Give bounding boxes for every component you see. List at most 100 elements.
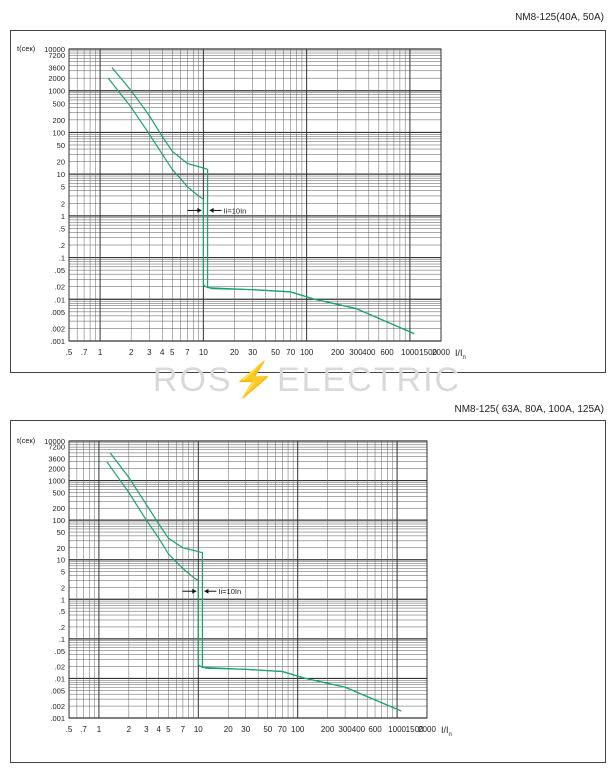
- y-tick-label: .001: [50, 714, 65, 723]
- instantaneous-trip-annotation: Ii=10In: [187, 206, 246, 215]
- annotation-label: Ii=10In: [224, 206, 247, 215]
- y-tick-label: 1: [61, 595, 65, 604]
- trip-curve-lower: [107, 77, 415, 335]
- x-tick-label: 2: [129, 348, 134, 357]
- chart-grid: [68, 440, 428, 719]
- y-tick-label: 20: [57, 544, 65, 553]
- chart-1-panel: 10000 7200 3600 2000 1000 500 200 100 50 20 10 5 2 1.…: [10, 30, 606, 373]
- x-tick-label: 5: [170, 348, 175, 357]
- x-tick-label: 1500: [419, 348, 437, 357]
- x-tick-label: 7: [185, 348, 190, 357]
- arrow-right-head: [197, 207, 202, 213]
- y-tick-label: 10: [57, 170, 65, 179]
- x-axis-label: I/In: [455, 348, 466, 361]
- instantaneous-trip-annotation: Ii=10In: [182, 587, 241, 596]
- y-tick-label: 500: [52, 488, 65, 497]
- x-tick-label: 5: [166, 725, 171, 734]
- y-tick-label: 100: [52, 128, 65, 137]
- x-tick-label: .5: [66, 725, 73, 734]
- chart-2-title: NM8-125( 63A, 80A, 100A, 125A): [454, 404, 604, 415]
- x-tick-label: 50: [263, 725, 272, 734]
- trip-curve-lower: [106, 461, 402, 712]
- x-tick-label: 7: [181, 725, 186, 734]
- y-tick-label: 3600: [48, 64, 65, 73]
- x-axis-label-sub: n: [463, 355, 466, 361]
- y-tick-label: .1: [59, 254, 65, 263]
- x-axis-label-sub: n: [449, 732, 452, 738]
- x-tick-label: 1000: [388, 725, 406, 734]
- x-tick-label: 300: [349, 348, 363, 357]
- x-tick-label: 4: [157, 725, 162, 734]
- x-tick-label: 100: [291, 725, 305, 734]
- x-tick-label: 1: [98, 348, 103, 357]
- chart-1-svg: 100007200360020001000500200100502010521.…: [17, 44, 466, 361]
- chart-1-title: NM8-125(40A, 50A): [515, 12, 604, 23]
- y-tick-label: .05: [55, 266, 65, 275]
- y-tick-label: .2: [59, 623, 65, 632]
- x-tick-label: 3: [144, 725, 149, 734]
- x-axis-label-main: I/I: [441, 725, 449, 735]
- plot-frame: [68, 48, 442, 342]
- x-tick-label: 600: [380, 348, 394, 357]
- x-tick-label: 30: [248, 348, 257, 357]
- x-axis-label: I/In: [441, 725, 452, 738]
- x-tick-label: .7: [81, 348, 88, 357]
- y-tick-label: 500: [52, 99, 65, 108]
- y-tick-label: 100: [52, 516, 65, 525]
- y-tick-label: 2: [61, 583, 65, 592]
- y-tick-label: 50: [57, 141, 65, 150]
- annotation-label: Ii=10In: [218, 587, 241, 596]
- y-tick-label: .01: [55, 295, 65, 304]
- brand-watermark: ROS⚡ELECTRIC: [0, 360, 614, 400]
- y-axis-label: t(сек): [17, 436, 36, 445]
- y-tick-label: .05: [55, 647, 65, 656]
- y-tick-label: 7200: [48, 443, 65, 452]
- y-tick-label: .02: [55, 663, 65, 672]
- x-tick-label: 2: [127, 725, 132, 734]
- watermark-text-right: ELECTRIC: [276, 361, 462, 399]
- y-tick-label: 10: [57, 556, 65, 565]
- lightning-icon: ⚡: [232, 361, 277, 399]
- y-tick-label: .002: [50, 702, 65, 711]
- y-tick-label: .002: [50, 324, 65, 333]
- y-tick-label: 5: [61, 183, 65, 192]
- y-axis-label: t(сек): [17, 44, 36, 53]
- y-tick-label: 200: [52, 116, 65, 125]
- x-tick-label: 50: [271, 348, 280, 357]
- arrow-left-head: [204, 588, 209, 594]
- x-tick-label: 600: [368, 725, 382, 734]
- y-tick-label: .005: [50, 308, 65, 317]
- y-tick-label: 7200: [48, 51, 65, 60]
- chart-2-panel: 10000 7200 3600 2000 1000 500 200 100 50 20 10 5 2 1.…: [10, 420, 606, 763]
- y-tick-label: 10000: [44, 45, 65, 54]
- y-tick-label: 1: [61, 212, 65, 221]
- chart-grid: [68, 48, 442, 342]
- y-tick-label: .5: [59, 224, 65, 233]
- x-tick-label: 2000: [418, 725, 436, 734]
- x-tick-label: 30: [241, 725, 250, 734]
- x-tick-label: 300400: [338, 725, 365, 734]
- x-tick-label: 1000: [401, 348, 419, 357]
- y-tick-label: .01: [55, 674, 65, 683]
- x-tick-label: 1: [97, 725, 102, 734]
- arrow-right-head: [192, 588, 197, 594]
- chart-2-svg: 100007200360020001000500200100502010521.…: [17, 436, 452, 738]
- y-tick-label: .5: [59, 607, 65, 616]
- y-tick-label: .02: [55, 283, 65, 292]
- y-tick-label: 2: [61, 199, 65, 208]
- y-tick-label: 200: [52, 504, 65, 513]
- y-tick-label: 3600: [48, 455, 65, 464]
- x-tick-label: 20: [230, 348, 239, 357]
- x-tick-label: 1500: [406, 725, 424, 734]
- x-tick-label: .7: [80, 725, 87, 734]
- y-tick-label: 20: [57, 158, 65, 167]
- x-tick-label: 10: [199, 348, 208, 357]
- x-tick-label: 70: [278, 725, 287, 734]
- y-tick-label: 1000: [48, 477, 65, 486]
- y-tick-label: 5: [61, 568, 65, 577]
- y-tick-label: 1000: [48, 87, 65, 96]
- x-tick-label: 100: [300, 348, 314, 357]
- y-tick-label: .001: [50, 337, 65, 346]
- y-tick-label: .1: [59, 635, 65, 644]
- x-tick-label: 20: [224, 725, 233, 734]
